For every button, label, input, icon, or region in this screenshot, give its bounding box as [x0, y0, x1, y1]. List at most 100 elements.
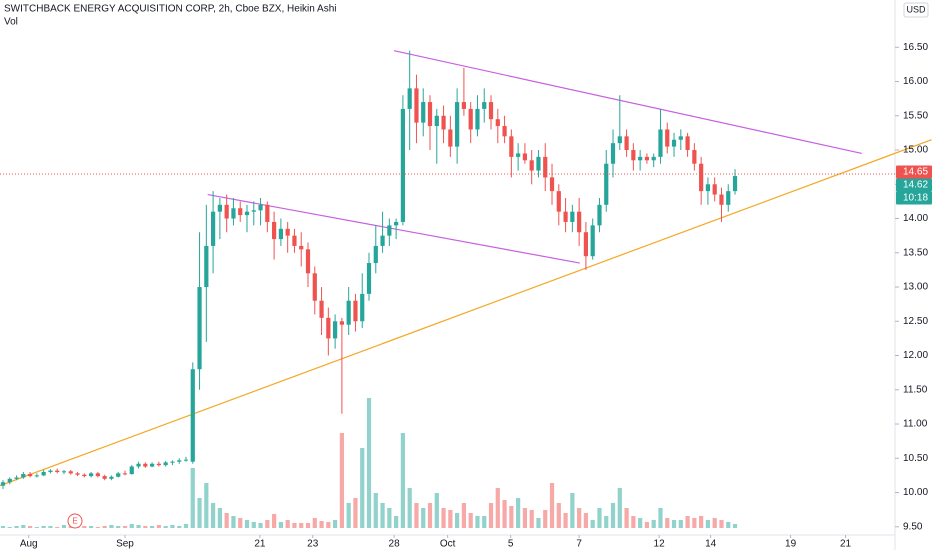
candle-body	[326, 317, 331, 339]
candle-body	[346, 300, 351, 325]
candle-body	[373, 245, 378, 264]
volume-bar	[272, 514, 277, 528]
candle-body	[604, 163, 609, 205]
volume-bar	[353, 498, 358, 528]
candle-body	[339, 321, 344, 325]
candle-body	[380, 235, 385, 246]
volume-bar	[55, 527, 60, 528]
trendline	[0, 139, 932, 487]
candle-body	[204, 245, 209, 288]
x-tick-label: 19	[785, 539, 797, 550]
volume-bar	[644, 522, 650, 528]
volume-bar	[326, 522, 331, 528]
candle-body	[610, 143, 616, 164]
volume-bar	[116, 526, 121, 528]
volume-bar	[319, 521, 324, 528]
volume-bar	[285, 520, 290, 528]
volume-bar	[14, 526, 19, 528]
volume-layer	[0, 398, 738, 528]
x-tick-label: 12	[654, 539, 666, 550]
currency: USD	[906, 4, 926, 14]
candle-body	[651, 156, 656, 161]
candle-body	[577, 211, 582, 233]
volume-bar	[278, 522, 283, 528]
candle-body	[150, 463, 155, 467]
candle-body	[644, 156, 650, 161]
volume-bar	[556, 503, 561, 528]
candle-body	[285, 228, 290, 236]
candle-body	[705, 184, 711, 192]
candle-body	[563, 211, 568, 222]
trendline-layer	[0, 50, 932, 487]
candle-body	[238, 208, 243, 216]
candle-body	[360, 293, 365, 322]
volume-bar	[495, 488, 500, 528]
candle-body	[102, 476, 107, 479]
candle-body	[468, 108, 473, 130]
currency-box[interactable]	[903, 2, 929, 18]
volume-bar	[34, 527, 39, 528]
volume-bar	[204, 483, 209, 528]
candle-body	[278, 228, 283, 240]
candle-body	[21, 474, 26, 478]
volume-bar	[244, 520, 250, 528]
candle-body	[55, 470, 60, 472]
volume-bar	[543, 510, 548, 528]
volume-bar	[183, 524, 189, 528]
candle-body	[319, 300, 324, 318]
volume-bar	[482, 516, 487, 528]
candle-body	[434, 115, 439, 127]
x-tick-label: 23	[307, 539, 319, 550]
candle-body	[671, 139, 677, 147]
volume-bar	[665, 518, 670, 528]
volume-bar	[475, 516, 480, 528]
candle-body	[387, 225, 392, 236]
volume-bar	[651, 520, 656, 528]
price-label-box	[896, 178, 932, 192]
candle-body	[583, 232, 589, 257]
volume-bar	[638, 518, 643, 528]
candle-body	[244, 211, 250, 216]
candle-body	[82, 474, 87, 477]
candle-body	[61, 471, 67, 473]
volume-bar	[88, 526, 94, 528]
volume-bar	[224, 513, 229, 528]
candle-body	[414, 88, 419, 123]
candle-layer	[0, 50, 738, 490]
volume-bar	[394, 516, 399, 528]
volume-bar	[292, 523, 297, 528]
candle-body	[719, 194, 724, 205]
candle-body	[353, 300, 358, 322]
x-tick-label: Oct	[440, 539, 456, 550]
volume-bar	[509, 506, 514, 528]
volume-bar	[190, 468, 195, 528]
volume-bar	[685, 516, 690, 528]
candle-body	[495, 119, 500, 127]
candle-body	[556, 191, 561, 212]
candle-body	[427, 102, 433, 127]
volume-bar	[563, 513, 568, 528]
candle-body	[333, 321, 338, 339]
candle-body	[122, 473, 128, 475]
candle-body	[502, 126, 507, 137]
candle-body	[509, 136, 514, 157]
volume-bar	[231, 516, 236, 528]
candle-body	[14, 477, 19, 479]
volume-bar	[156, 525, 161, 528]
volume-bar	[502, 500, 507, 528]
volume-bar	[617, 488, 622, 528]
y-tick-label: 10.50	[903, 453, 928, 464]
candle-body	[617, 136, 622, 144]
candle-body	[27, 474, 33, 477]
volume-bar	[380, 503, 385, 528]
candle-body	[265, 204, 270, 222]
x-tick-label: Sep	[116, 539, 134, 550]
candle-body	[0, 482, 6, 486]
candle-body	[95, 473, 100, 477]
candle-body	[258, 204, 263, 211]
volume-bar	[461, 503, 467, 528]
candle-body	[75, 473, 80, 475]
volume-bar	[732, 524, 738, 528]
candle-body	[183, 459, 189, 461]
